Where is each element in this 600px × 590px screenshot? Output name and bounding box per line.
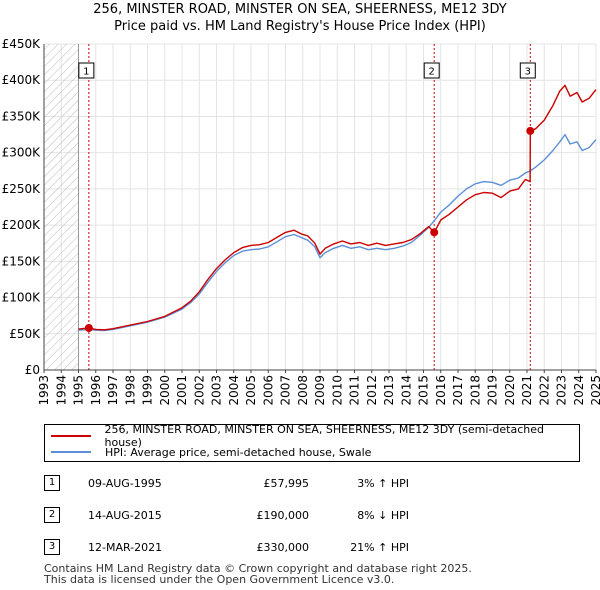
x-tick-label: 2020 <box>503 375 517 406</box>
x-tick-label: 2023 <box>555 375 569 406</box>
x-tick-label: 2021 <box>520 375 534 406</box>
hpi-line-swatch <box>51 451 91 453</box>
sale-point <box>84 323 93 332</box>
x-tick-label: 2004 <box>227 375 241 406</box>
x-tick-label: 2008 <box>296 375 310 406</box>
property-line-swatch <box>51 435 91 437</box>
x-tick-label: 2011 <box>348 375 362 406</box>
x-tick-label: 2009 <box>313 375 327 406</box>
x-tick-label: 2019 <box>486 375 500 406</box>
transaction-date: 14-AUG-2015 <box>88 509 162 522</box>
transaction-hpi-diff: 21% ↑ HPI <box>350 541 409 554</box>
transaction-price: £330,000 <box>256 541 310 554</box>
legend-item-hpi: HPI: Average price, semi-detached house,… <box>51 445 371 459</box>
legend-property-label: 256, MINSTER ROAD, MINSTER ON SEA, SHEER… <box>104 423 544 449</box>
sale-number-box <box>78 62 95 79</box>
x-tick-label: 2005 <box>244 375 258 406</box>
price-chart: 1 2 3 £0 £50K £100K £150K £200K £250K £300K £350K… <box>2 37 600 406</box>
transaction-date: 09-AUG-1995 <box>88 477 162 490</box>
y-tick-label: £400K <box>2 73 42 87</box>
x-tick-label: 1994 <box>54 375 68 406</box>
transaction-price: £190,000 <box>256 509 310 522</box>
x-tick-label: 2003 <box>210 375 224 406</box>
x-tick-label: 2014 <box>399 375 413 406</box>
sale-number-label: 2 <box>429 67 435 78</box>
x-tick-label: 2007 <box>279 375 293 406</box>
y-tick-label: £0 <box>25 363 40 377</box>
transaction-price: £57,995 <box>263 477 310 490</box>
sale-number-label: 1 <box>83 67 89 78</box>
legend-hpi-label: HPI: Average price, semi-detached house,… <box>105 445 372 459</box>
x-tick-label: 1998 <box>123 375 137 406</box>
y-tick-label: £300K <box>2 146 42 160</box>
x-tick-label: 1997 <box>106 375 120 406</box>
footer-copyright: Contains HM Land Registry data © Crown c… <box>44 562 472 575</box>
x-tick-label: 1999 <box>141 375 155 406</box>
transaction-number: 2 <box>44 507 60 523</box>
x-tick-label: 2016 <box>434 375 448 406</box>
sale-point <box>526 126 535 135</box>
x-tick-label: 2017 <box>451 375 465 406</box>
sale-point <box>430 228 439 237</box>
transaction-row: 2 14-AUG-2015 £190,000 8% ↓ HPI <box>44 507 584 527</box>
transaction-number: 1 <box>44 475 60 491</box>
sale-number-box <box>423 62 440 79</box>
x-tick-label: 2006 <box>261 375 275 406</box>
x-tick-label: 2002 <box>192 375 206 406</box>
x-tick-label: 1995 <box>72 375 86 406</box>
transaction-hpi-diff: 8% ↓ HPI <box>357 509 409 522</box>
x-tick-label: 1996 <box>89 375 103 406</box>
y-tick-label: £100K <box>2 291 42 305</box>
chart-title: 256, MINSTER ROAD, MINSTER ON SEA, SHEER… <box>93 2 507 17</box>
y-tick-label: £450K <box>2 37 42 51</box>
x-tick-label: 2022 <box>537 375 551 406</box>
footer-licence: This data is licensed under the Open Gov… <box>44 573 395 586</box>
x-tick-label: 2013 <box>382 375 396 406</box>
sale-number-box <box>519 62 536 79</box>
x-tick-label: 2015 <box>417 375 431 406</box>
legend-item-property: 256, MINSTER ROAD, MINSTER ON SEA, SHEER… <box>51 423 579 449</box>
chart-legend: 256, MINSTER ROAD, MINSTER ON SEA, SHEER… <box>44 423 580 462</box>
series-line <box>78 84 597 331</box>
sale-number-label: 3 <box>525 67 531 78</box>
y-tick-label: £150K <box>2 254 42 268</box>
y-tick-label: £250K <box>2 182 42 196</box>
x-tick-label: 2025 <box>589 375 600 406</box>
transaction-date: 12-MAR-2021 <box>88 541 163 554</box>
x-tick-label: 2018 <box>468 375 482 406</box>
transaction-row: 1 09-AUG-1995 £57,995 3% ↑ HPI <box>44 475 584 495</box>
x-tick-label: 2000 <box>158 375 172 406</box>
chart-subtitle: Price paid vs. HM Land Registry's House … <box>114 19 486 34</box>
transaction-number: 3 <box>44 539 60 555</box>
x-tick-label: 2012 <box>365 375 379 406</box>
x-tick-label: 1993 <box>37 375 51 406</box>
transaction-row: 3 12-MAR-2021 £330,000 21% ↑ HPI <box>44 539 584 559</box>
transaction-hpi-diff: 3% ↑ HPI <box>357 477 409 490</box>
y-tick-label: £350K <box>2 109 42 123</box>
y-tick-label: £50K <box>9 327 41 341</box>
x-tick-label: 2001 <box>175 375 189 406</box>
y-tick-label: £200K <box>2 218 42 232</box>
x-tick-label: 2010 <box>330 375 344 406</box>
pre-data-hatch <box>44 44 79 370</box>
x-tick-label: 2024 <box>572 375 586 406</box>
